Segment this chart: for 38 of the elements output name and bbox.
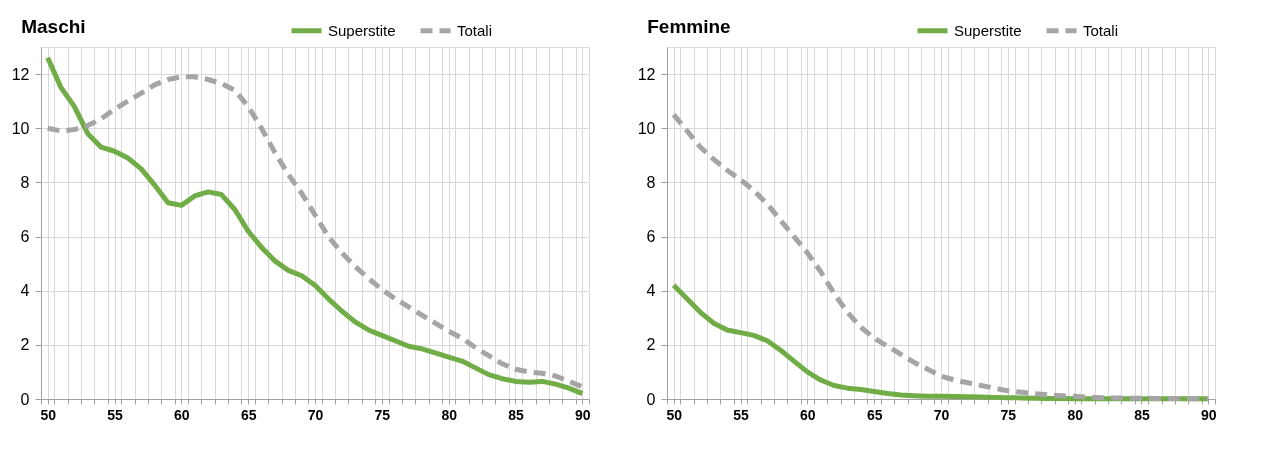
y-tick-label: 8 <box>646 173 656 191</box>
x-tick-label: 60 <box>174 406 190 423</box>
y-tick-label: 6 <box>20 228 30 246</box>
legend-label: Superstite <box>954 21 1022 39</box>
x-tick-label: 85 <box>1134 406 1150 423</box>
chart-title: Maschi <box>21 16 86 37</box>
x-tick-label: 50 <box>40 406 57 423</box>
x-tick-label: 90 <box>575 406 591 423</box>
x-tick-label: 65 <box>240 406 257 423</box>
x-tick-label: 65 <box>866 406 883 423</box>
chart-title: Femmine <box>647 16 731 37</box>
x-tick-label: 75 <box>374 406 391 423</box>
y-tick-label: 2 <box>20 336 30 354</box>
x-tick-label: 50 <box>666 406 683 423</box>
y-tick-label: 8 <box>20 173 30 191</box>
x-tick-label: 55 <box>733 406 750 423</box>
y-tick-label: 10 <box>11 119 30 137</box>
x-tick-label: 80 <box>441 406 458 423</box>
y-tick-label: 0 <box>20 390 30 408</box>
y-tick-label: 12 <box>11 65 30 83</box>
x-tick-label: 55 <box>107 406 124 423</box>
x-tick-label: 70 <box>307 406 324 423</box>
legend-label: Totali <box>457 21 493 39</box>
legend-label: Totali <box>1083 21 1119 39</box>
x-tick-label: 80 <box>1067 406 1084 423</box>
y-tick-label: 12 <box>637 65 656 83</box>
y-tick-label: 0 <box>646 390 656 408</box>
y-tick-label: 10 <box>637 119 656 137</box>
x-tick-label: 85 <box>508 406 524 423</box>
x-tick-label: 70 <box>933 406 950 423</box>
x-tick-label: 75 <box>1000 406 1017 423</box>
y-tick-label: 2 <box>646 336 656 354</box>
legend-label: Superstite <box>328 21 396 39</box>
y-tick-label: 4 <box>646 282 656 300</box>
x-tick-label: 60 <box>800 406 816 423</box>
y-tick-label: 6 <box>646 228 656 246</box>
x-tick-label: 90 <box>1201 406 1217 423</box>
y-tick-label: 4 <box>20 282 30 300</box>
